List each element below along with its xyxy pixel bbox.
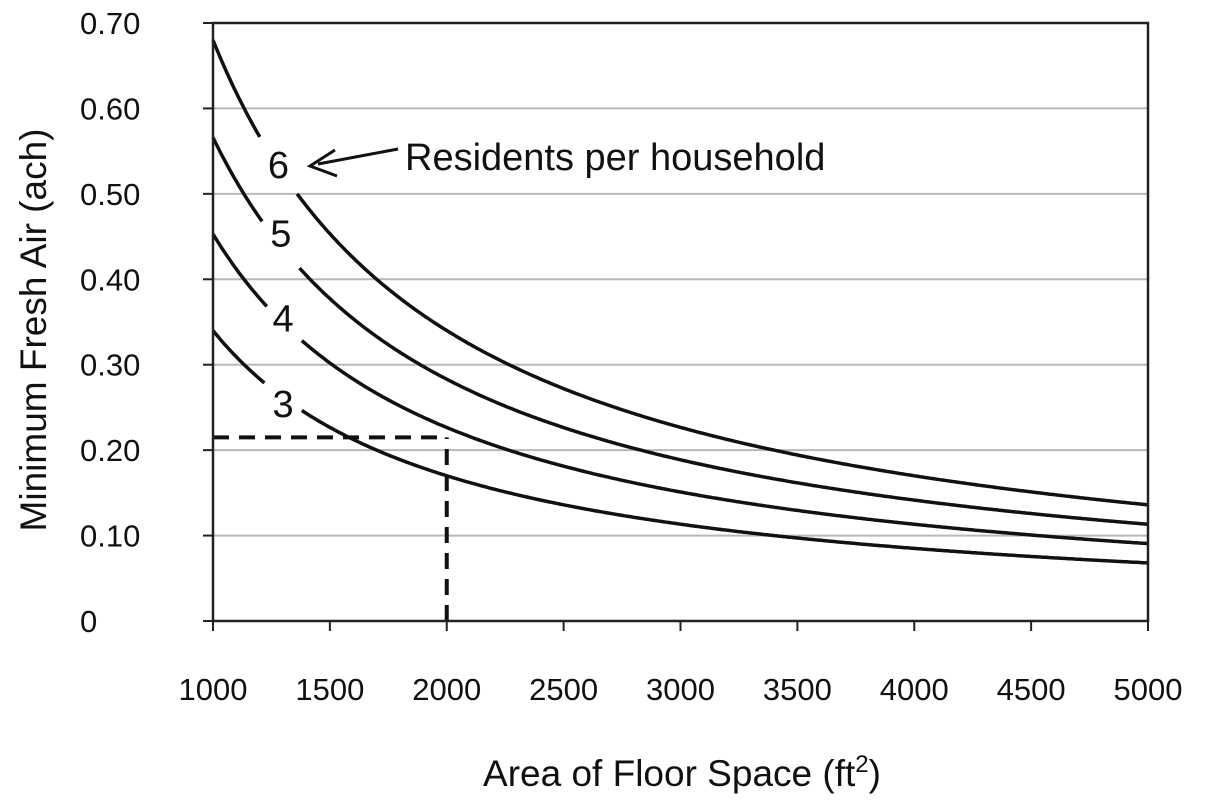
y-tick-label-0: 0 <box>80 604 97 639</box>
curve-labels: 3 4 5 6 <box>268 145 294 426</box>
y-tick-label-5: 0.50 <box>80 177 140 212</box>
series-line-6-part-1 <box>295 192 1149 507</box>
y-tick-label-6: 0.60 <box>80 91 140 126</box>
y-tick-label-4: 0.40 <box>80 262 140 297</box>
y-tick-label-3: 0.30 <box>80 348 140 383</box>
y-tick-label-2: 0.20 <box>80 433 140 468</box>
x-tick-label-6: 4000 <box>880 672 949 707</box>
y-tick-labels: 0 0.10 0.20 0.30 0.40 0.50 0.60 0.70 <box>80 6 140 639</box>
series-line-6-part-0 <box>211 39 262 138</box>
x-tick-labels: 1000 1500 2000 2500 3000 3500 4000 4500 5000 <box>179 672 1183 707</box>
x-tick-label-2: 2000 <box>412 672 481 707</box>
series-line-3-part-1 <box>300 409 1149 565</box>
series-line-4-part-0 <box>211 233 269 308</box>
x-tick-label-1: 1500 <box>295 672 364 707</box>
reference-lines <box>213 435 449 621</box>
series-line-5-part-0 <box>211 136 264 223</box>
y-axis-title: Minimum Fresh Air (ach) <box>13 129 54 532</box>
y-tick-label-1: 0.10 <box>80 519 140 554</box>
x-tick-label-0: 1000 <box>179 672 248 707</box>
annotation: Residents per household <box>306 137 825 179</box>
x-tick-label-3: 2500 <box>529 672 598 707</box>
x-tick-label-4: 3000 <box>646 672 715 707</box>
series-label-6: 6 <box>268 145 289 187</box>
series-group <box>211 39 1149 565</box>
x-tick-label-8: 5000 <box>1114 672 1183 707</box>
x-tick-label-5: 3500 <box>763 672 832 707</box>
series-label-3: 3 <box>273 384 294 426</box>
annotation-arrow <box>317 147 399 166</box>
series-line-3-part-0 <box>211 329 266 385</box>
series-line-5-part-1 <box>298 266 1149 527</box>
annotation-text: Residents per household <box>405 137 825 179</box>
series-line-4-part-1 <box>300 339 1149 546</box>
x-tick-label-7: 4500 <box>997 672 1066 707</box>
series-label-5: 5 <box>270 213 291 255</box>
x-axis-title: Area of Floor Space (ft2) <box>483 751 881 794</box>
annotation-arrowhead <box>306 148 338 178</box>
gridlines <box>213 107 1148 537</box>
y-tick-label-7: 0.70 <box>80 6 140 41</box>
plot-frame <box>203 21 1150 631</box>
series-label-4: 4 <box>273 299 294 341</box>
